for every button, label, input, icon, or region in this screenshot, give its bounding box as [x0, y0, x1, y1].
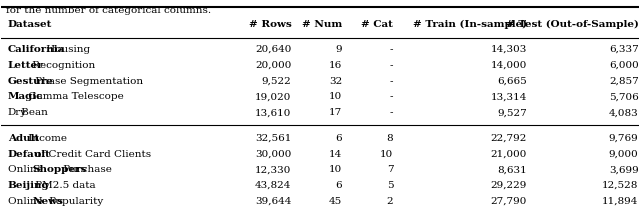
Text: 22,792: 22,792: [491, 134, 527, 143]
Text: 7: 7: [387, 165, 394, 174]
Text: 20,000: 20,000: [255, 61, 291, 70]
Text: Income: Income: [26, 134, 67, 143]
Text: 9: 9: [335, 45, 342, 54]
Text: Dry: Dry: [8, 108, 27, 117]
Text: -: -: [390, 108, 394, 117]
Text: Housing: Housing: [43, 45, 90, 54]
Text: -: -: [390, 77, 394, 86]
Text: 9,000: 9,000: [609, 150, 639, 158]
Text: 10: 10: [380, 150, 394, 158]
Text: 29,229: 29,229: [491, 181, 527, 190]
Text: 12,330: 12,330: [255, 165, 291, 174]
Text: # Num: # Num: [302, 20, 342, 29]
Text: Beijing: Beijing: [8, 181, 49, 190]
Text: # Cat: # Cat: [362, 20, 394, 29]
Text: 43,824: 43,824: [255, 181, 291, 190]
Text: 45: 45: [329, 197, 342, 206]
Text: 3,699: 3,699: [609, 165, 639, 174]
Text: 4,083: 4,083: [609, 108, 639, 117]
Text: Adult: Adult: [8, 134, 39, 143]
Text: 19,020: 19,020: [255, 92, 291, 102]
Text: 16: 16: [329, 61, 342, 70]
Text: 5,706: 5,706: [609, 92, 639, 102]
Text: 14: 14: [329, 150, 342, 158]
Text: 2,857: 2,857: [609, 77, 639, 86]
Text: News: News: [32, 197, 63, 206]
Text: 13,610: 13,610: [255, 108, 291, 117]
Text: 17: 17: [329, 108, 342, 117]
Text: Magic: Magic: [8, 92, 43, 102]
Text: 6: 6: [335, 134, 342, 143]
Text: 9,769: 9,769: [609, 134, 639, 143]
Text: 6,337: 6,337: [609, 45, 639, 54]
Text: of Credit Card Clients: of Credit Card Clients: [32, 150, 152, 158]
Text: 9,522: 9,522: [262, 77, 291, 86]
Text: Phase Segmentation: Phase Segmentation: [32, 77, 143, 86]
Text: Shoppers: Shoppers: [32, 165, 86, 174]
Text: 32,561: 32,561: [255, 134, 291, 143]
Text: Bean: Bean: [19, 108, 48, 117]
Text: Dataset: Dataset: [8, 20, 52, 29]
Text: 14,000: 14,000: [491, 61, 527, 70]
Text: 11,894: 11,894: [602, 197, 639, 206]
Text: 14,303: 14,303: [491, 45, 527, 54]
Text: Letter: Letter: [8, 61, 44, 70]
Text: 30,000: 30,000: [255, 150, 291, 158]
Text: Purchase: Purchase: [60, 165, 112, 174]
Text: 5: 5: [387, 181, 394, 190]
Text: 9,527: 9,527: [497, 108, 527, 117]
Text: 10: 10: [329, 92, 342, 102]
Text: Gamma Telescope: Gamma Telescope: [26, 92, 124, 102]
Text: 8: 8: [387, 134, 394, 143]
Text: -: -: [390, 45, 394, 54]
Text: # Rows: # Rows: [248, 20, 291, 29]
Text: California: California: [8, 45, 65, 54]
Text: Recognition: Recognition: [29, 61, 95, 70]
Text: # Test (Out-of-Sample): # Test (Out-of-Sample): [506, 20, 639, 29]
Text: 21,000: 21,000: [491, 150, 527, 158]
Text: PM2.5 data: PM2.5 data: [32, 181, 96, 190]
Text: Online: Online: [8, 197, 46, 206]
Text: 6: 6: [335, 181, 342, 190]
Text: 13,314: 13,314: [491, 92, 527, 102]
Text: 2: 2: [387, 197, 394, 206]
Text: 39,644: 39,644: [255, 197, 291, 206]
Text: 27,790: 27,790: [491, 197, 527, 206]
Text: 10: 10: [329, 165, 342, 174]
Text: Popularity: Popularity: [46, 197, 104, 206]
Text: 20,640: 20,640: [255, 45, 291, 54]
Text: 8,631: 8,631: [497, 165, 527, 174]
Text: Gesture: Gesture: [8, 77, 54, 86]
Text: -: -: [390, 92, 394, 102]
Text: 6,665: 6,665: [497, 77, 527, 86]
Text: 12,528: 12,528: [602, 181, 639, 190]
Text: 6,000: 6,000: [609, 61, 639, 70]
Text: Default: Default: [8, 150, 51, 158]
Text: # Train (In-sample): # Train (In-sample): [413, 20, 527, 29]
Text: -: -: [390, 61, 394, 70]
Text: for the number of categorical columns.: for the number of categorical columns.: [6, 6, 212, 15]
Text: 32: 32: [329, 77, 342, 86]
Text: Online: Online: [8, 165, 46, 174]
